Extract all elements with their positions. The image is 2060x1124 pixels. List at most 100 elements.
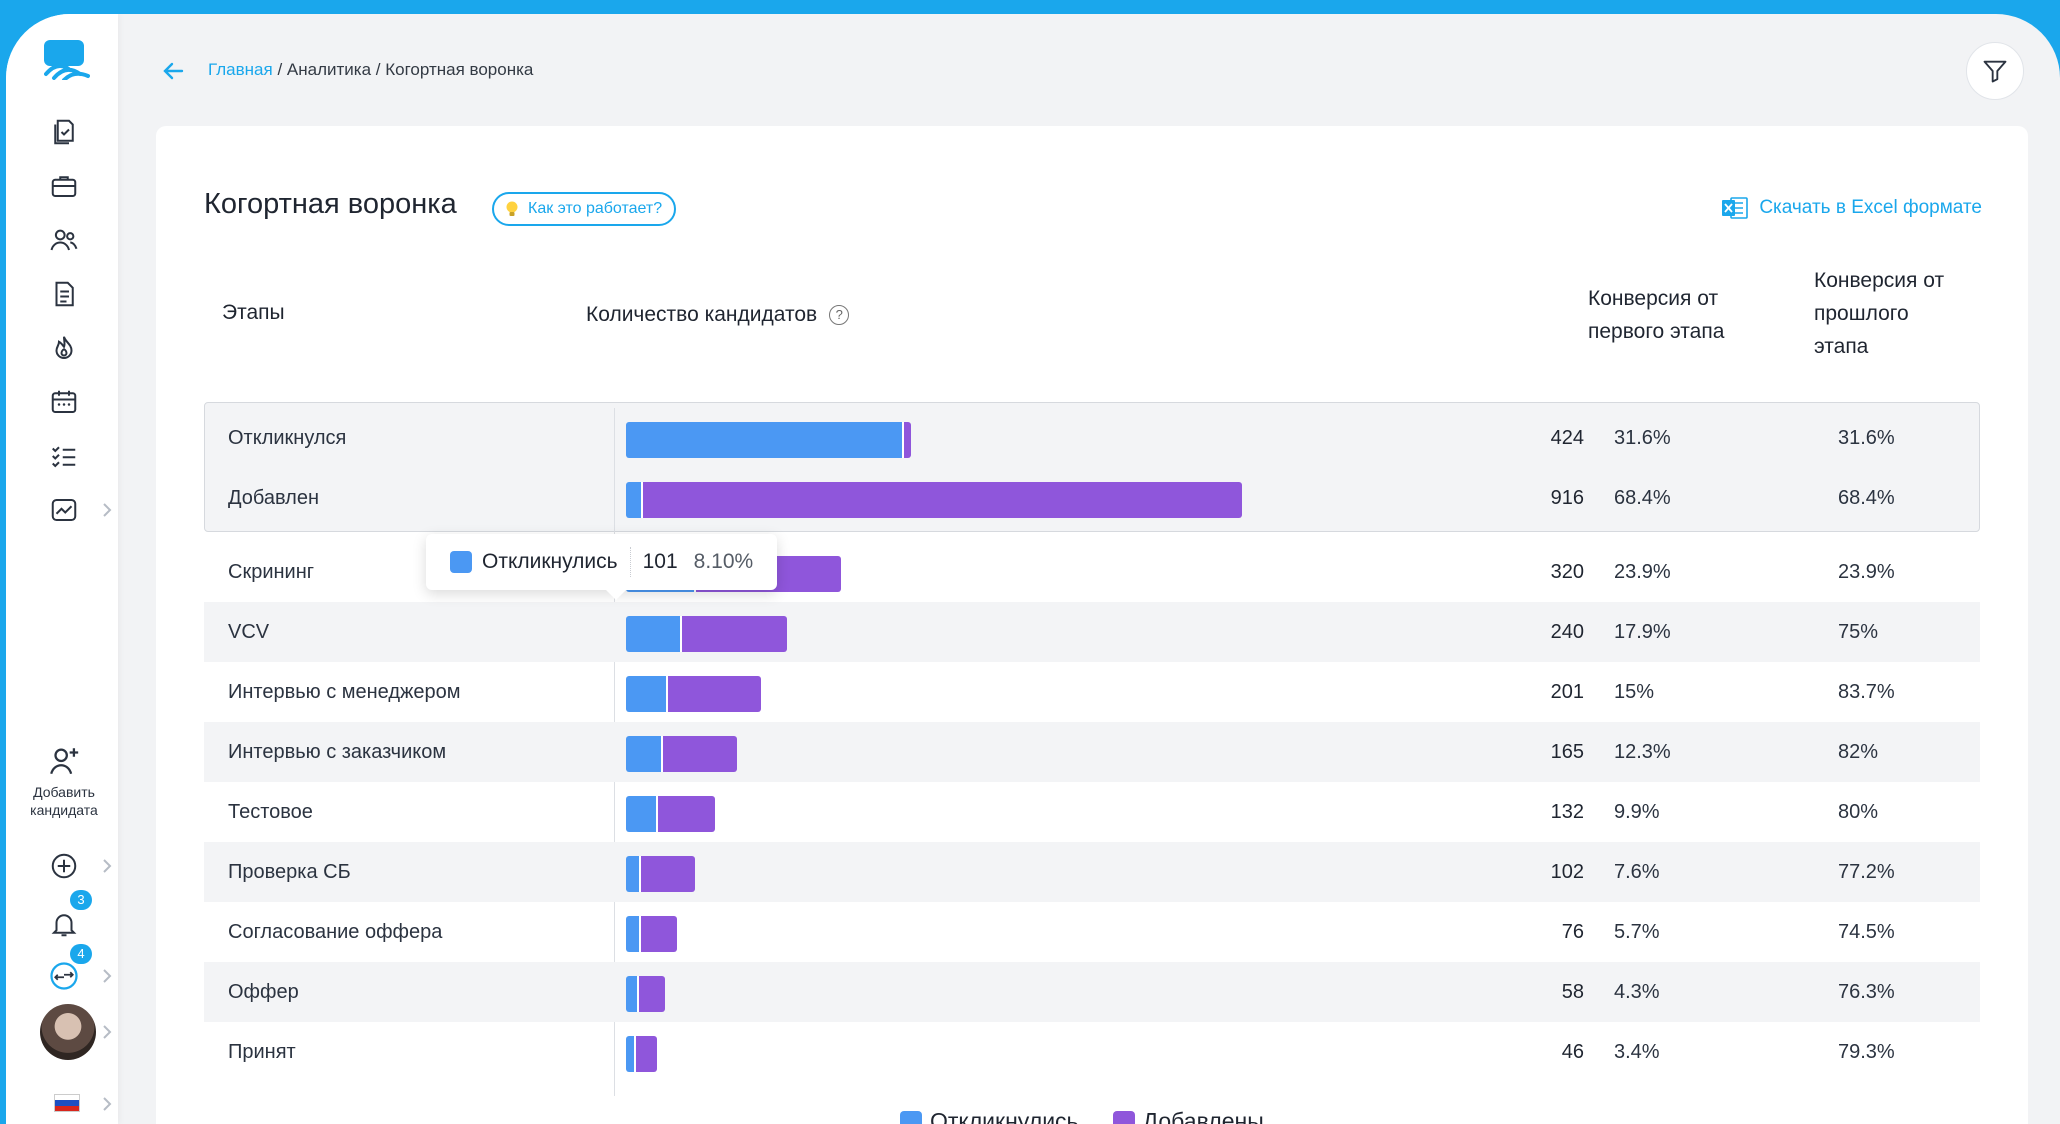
bar-segment-added[interactable] (901, 422, 912, 458)
logo-icon[interactable] (44, 40, 90, 82)
funnel-bar[interactable] (626, 422, 912, 458)
document-icon[interactable] (42, 272, 86, 316)
chevron-right-icon[interactable] (100, 966, 114, 986)
table-row[interactable]: Откликнулся 424 31.6% 31.6% (204, 408, 1980, 468)
chat-icon[interactable] (42, 954, 86, 998)
tooltip-pointer (606, 590, 626, 600)
users-icon[interactable] (42, 218, 86, 262)
chevron-right-icon[interactable] (100, 1022, 114, 1042)
add-circle-icon[interactable] (42, 844, 86, 888)
table-row[interactable]: Интервью с заказчиком 165 12.3% 82% (204, 722, 1980, 782)
bar-segment-added[interactable] (640, 482, 1242, 518)
chevron-right-icon[interactable] (100, 500, 114, 520)
bar-segment-responded[interactable] (626, 1036, 635, 1072)
analytics-icon[interactable] (42, 488, 86, 532)
funnel-bar[interactable] (626, 916, 678, 952)
candidate-count: 201 (1550, 681, 1584, 703)
candidate-count: 916 (1550, 487, 1584, 509)
table-row[interactable]: VCV 240 17.9% 75% (204, 602, 1980, 662)
candidate-count: 240 (1550, 621, 1584, 643)
legend-label: Откликнулись (930, 1108, 1079, 1124)
conversion-from-first: 12.3% (1614, 741, 1671, 763)
bar-segment-responded[interactable] (626, 736, 661, 772)
stage-name: Интервью с менеджером (228, 681, 461, 703)
bar-segment-added[interactable] (679, 616, 788, 652)
breadcrumb-home-link[interactable]: Главная (208, 60, 273, 79)
funnel-bar[interactable] (626, 676, 762, 712)
how-it-works-button[interactable]: Как это работает? (492, 192, 677, 226)
funnel-bar[interactable] (626, 856, 695, 892)
bar-segment-added[interactable] (634, 1036, 657, 1072)
back-arrow-icon[interactable] (158, 56, 188, 86)
conversion-from-previous: 31.6% (1838, 427, 1895, 449)
chart-legend: Откликнулись Добавлены (900, 1108, 1264, 1124)
conversion-from-first: 23.9% (1614, 561, 1671, 583)
legend-item-responded[interactable]: Откликнулись (900, 1108, 1079, 1124)
language-flag-icon[interactable] (54, 1094, 80, 1112)
funnel-bar[interactable] (626, 1036, 657, 1072)
calendar-icon[interactable] (42, 380, 86, 424)
candidate-count: 46 (1561, 1041, 1584, 1063)
stage-name: Тестовое (228, 801, 313, 823)
bar-segment-responded[interactable] (626, 796, 657, 832)
fire-icon[interactable] (42, 326, 86, 370)
documents-check-icon[interactable] (42, 110, 86, 154)
table-row[interactable]: Интервью с менеджером 201 15% 83.7% (204, 662, 1980, 722)
table-row[interactable]: Согласование оффера 76 5.7% 74.5% (204, 902, 1980, 962)
funnel-bar[interactable] (626, 482, 1242, 518)
bar-segment-responded[interactable] (626, 856, 640, 892)
header-stages: Этапы (222, 301, 285, 324)
bar-segment-responded[interactable] (626, 616, 680, 652)
header-count-label: Количество кандидатов (586, 303, 818, 326)
excel-download-link[interactable]: Скачать в Excel формате (1721, 196, 1982, 220)
stage-name: Добавлен (228, 487, 320, 509)
bar-segment-added[interactable] (656, 796, 715, 832)
tooltip-value: 101 (642, 550, 678, 573)
header-conv-first-line: первого этапа (1588, 320, 1725, 343)
chevron-right-icon[interactable] (100, 856, 114, 876)
bar-segment-added[interactable] (660, 736, 737, 772)
bar-segment-responded[interactable] (626, 422, 902, 458)
bar-segment-responded[interactable] (626, 976, 637, 1012)
bar-segment-added[interactable] (639, 916, 678, 952)
bar-segment-responded[interactable] (626, 482, 641, 518)
conversion-from-first: 9.9% (1614, 801, 1660, 823)
stage-name: Принят (228, 1041, 296, 1063)
help-icon[interactable]: ? (829, 305, 850, 325)
funnel-bar[interactable] (626, 616, 788, 652)
bar-segment-added[interactable] (636, 976, 665, 1012)
funnel-bar[interactable] (626, 796, 715, 832)
app-frame: Добавить кандидата 3 4 (6, 14, 2060, 1124)
bell-icon[interactable] (42, 902, 86, 946)
filter-icon (1983, 60, 2007, 83)
checklist-icon[interactable] (42, 434, 86, 478)
briefcase-icon[interactable] (42, 164, 86, 208)
funnel-bar[interactable] (626, 736, 737, 772)
funnel-bar[interactable] (626, 976, 665, 1012)
table-row[interactable]: Принят 46 3.4% 79.3% (204, 1022, 1980, 1082)
stage-name: Проверка СБ (228, 861, 351, 883)
legend-item-added[interactable]: Добавлены (1112, 1108, 1264, 1124)
header-conv-prev-line: прошлого (1814, 302, 1909, 325)
chevron-right-icon[interactable] (100, 1094, 114, 1114)
add-candidate-button[interactable]: Добавить кандидата (12, 744, 116, 819)
conversion-from-first: 31.6% (1614, 427, 1671, 449)
legend-swatch (900, 1110, 922, 1124)
tooltip-swatch (450, 551, 472, 573)
breadcrumb-separator: / (272, 60, 287, 79)
table-row[interactable]: Добавлен 916 68.4% 68.4% (204, 468, 1980, 528)
bar-segment-responded[interactable] (626, 916, 640, 952)
conversion-from-first: 4.3% (1614, 981, 1660, 1003)
table-row[interactable]: Тестовое 132 9.9% 80% (204, 782, 1980, 842)
breadcrumb-analytics-link[interactable]: Аналитика (286, 60, 372, 79)
header-conv-prev: Конверсия от прошлого этапа (1814, 264, 1944, 363)
filter-button[interactable] (1966, 42, 2024, 100)
user-avatar[interactable] (40, 1004, 96, 1060)
chat-badge: 4 (70, 944, 92, 964)
stage-name: Согласование оффера (228, 921, 443, 943)
table-row[interactable]: Оффер 58 4.3% 76.3% (204, 962, 1980, 1022)
bar-segment-added[interactable] (639, 856, 695, 892)
bar-segment-added[interactable] (666, 676, 762, 712)
bar-segment-responded[interactable] (626, 676, 667, 712)
table-row[interactable]: Проверка СБ 102 7.6% 77.2% (204, 842, 1980, 902)
